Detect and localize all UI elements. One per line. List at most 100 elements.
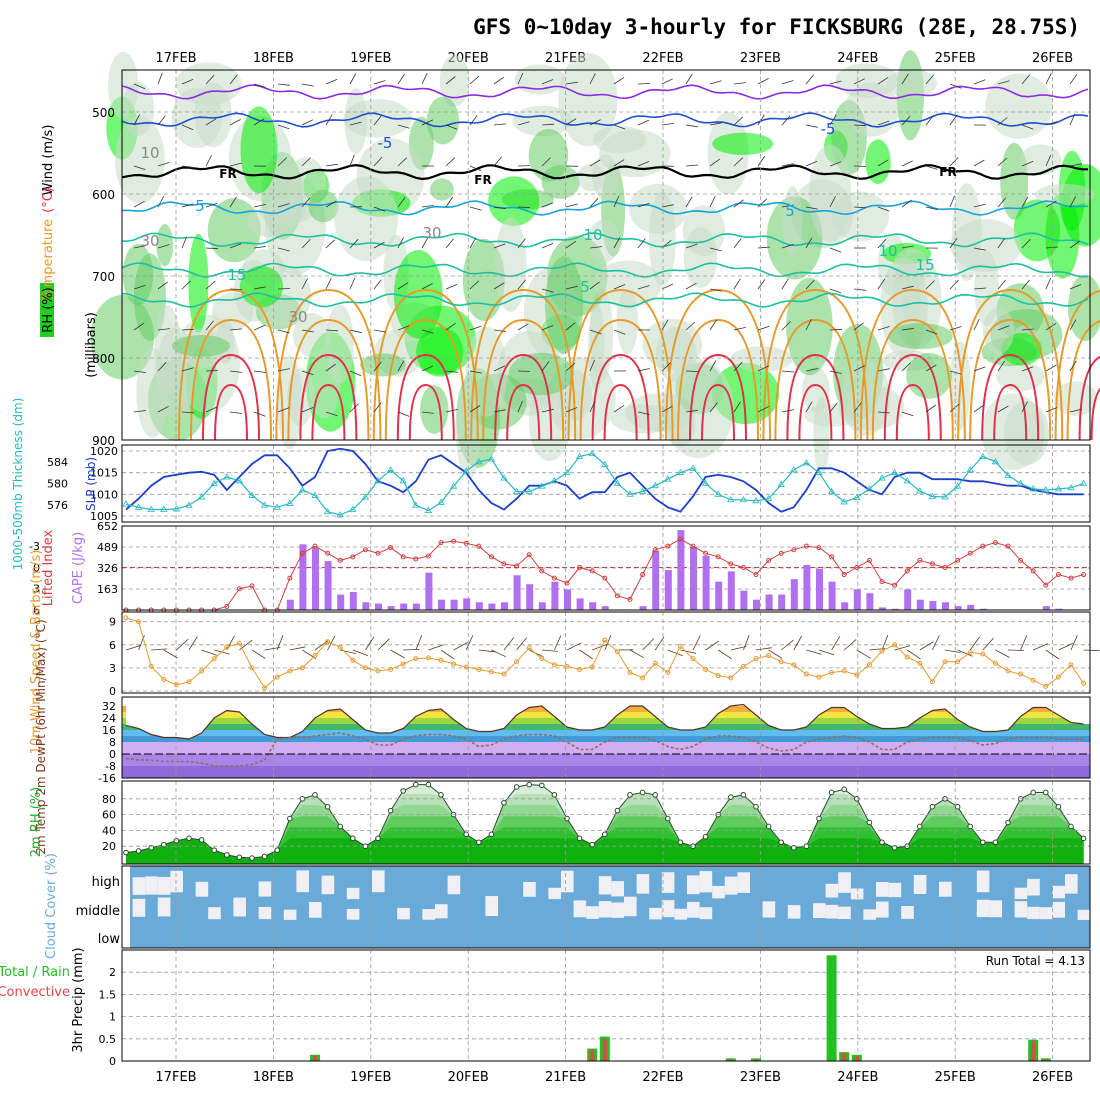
wind-barb [685, 73, 693, 85]
wind-barb [901, 362, 911, 372]
wind-barb [325, 163, 338, 167]
wind-barb [421, 365, 434, 372]
rh2m-point [438, 792, 444, 798]
cape-bar [286, 599, 294, 610]
wind-barb [589, 197, 599, 208]
lifted-index-point [728, 561, 734, 567]
high-cloud-gap [699, 871, 713, 893]
wind-barb [997, 157, 1008, 167]
wind-barb [709, 360, 717, 372]
wind-barb [205, 118, 217, 126]
wind-tick-label: 6 [109, 639, 116, 652]
cape-bar [463, 598, 471, 610]
wind10-barb [780, 639, 794, 651]
wind-barb [853, 288, 866, 291]
wind-barb [973, 366, 986, 372]
lifted-index-point [589, 568, 595, 574]
wind10-point [501, 671, 507, 677]
wind-barb [973, 247, 986, 251]
wind10-point [362, 665, 368, 671]
high-cloud-gap [913, 875, 927, 895]
thickness-point [563, 468, 571, 476]
wind10-point [425, 655, 431, 661]
wind-barb [349, 329, 362, 334]
thickness-point [160, 505, 168, 512]
lifted-index-point [375, 550, 381, 556]
wind-barb [637, 119, 650, 126]
lifted-index-point [1081, 572, 1087, 578]
date-label-top: 19FEB [350, 51, 391, 66]
lifted-index-point [816, 545, 822, 551]
contour-label: -5 [821, 120, 836, 138]
thickness-point [1016, 479, 1025, 486]
wind-barb [301, 278, 308, 290]
wind-barb [661, 239, 672, 249]
high-cloud-gap [636, 874, 650, 894]
lifted-index-point [476, 543, 482, 549]
precip-convective-bar [854, 1056, 859, 1061]
lifted-index-point [551, 575, 557, 581]
rh-shade-cell [287, 368, 314, 427]
cape-tick-label: 489 [97, 541, 118, 554]
wind10-point [325, 639, 331, 645]
wind-barb [1021, 328, 1035, 331]
high-cloud-gap [737, 872, 750, 893]
wind-barb [829, 288, 842, 294]
wind10-point [652, 660, 658, 666]
wind-barb [661, 78, 673, 85]
wind-barb [493, 123, 507, 126]
wind-barb [709, 247, 722, 252]
precip-convective-bar [1031, 1041, 1036, 1061]
wind-barb [301, 329, 314, 333]
wind-barb [805, 319, 812, 331]
dewpoint2m-line [125, 732, 1084, 767]
wind-barb [157, 244, 170, 249]
date-axis-bottom: 17FEB 18FEB 19FEB 20FEB 21FEB 22FEB 23FEB 24FEB… [155, 1070, 1073, 1085]
wind-barb [781, 278, 789, 290]
rh-shade-cell [334, 176, 398, 262]
wind-barb [925, 115, 934, 126]
date-label-top: 24FEB [837, 51, 878, 66]
rh2m-point [891, 844, 898, 851]
wind-barb [493, 329, 506, 332]
wind-barb [733, 361, 743, 372]
thickness-point [323, 507, 332, 515]
li-tick-label: 3 [33, 583, 40, 596]
thickness-point [626, 490, 634, 497]
temperature-contour [121, 84, 1089, 100]
thickness-point [827, 487, 836, 495]
rh2m-point [287, 815, 293, 822]
wind-barb [349, 277, 356, 290]
wind-barb [613, 77, 625, 85]
lifted-index-point [249, 583, 255, 589]
wind-barb [469, 115, 478, 126]
rh-shade-cell [343, 99, 413, 138]
thickness-point [134, 503, 143, 510]
lifted-index-point [337, 557, 343, 563]
lifted-index-point [413, 556, 419, 562]
high-cloud-gap [850, 888, 864, 900]
wind10-barb [932, 635, 940, 651]
rh2m-point [627, 792, 633, 798]
temperature-contour-warm [494, 353, 553, 441]
thickness-point [752, 497, 760, 504]
wind-barb [949, 83, 962, 89]
thickness-line [125, 453, 1084, 516]
thickness-point [1079, 479, 1088, 486]
wind-barb [685, 243, 698, 249]
middle-cloud-gap [397, 907, 410, 920]
wind-barb [517, 238, 526, 249]
middle-cloud-gap [208, 907, 221, 920]
middle-cloud-gap [611, 902, 624, 918]
wind10-point [551, 662, 557, 668]
wind-barb [853, 365, 865, 372]
precip-tick-label: 1 [109, 1011, 116, 1024]
wind10-barb [251, 649, 266, 659]
lifted-index-point [955, 557, 961, 563]
temperature-contour-warm [859, 288, 966, 441]
wind10-barb [1083, 649, 1100, 652]
rh2m-point [1030, 789, 1036, 796]
wind-barb [829, 196, 836, 208]
wind-barb [565, 118, 577, 126]
wind-barb [685, 321, 696, 331]
